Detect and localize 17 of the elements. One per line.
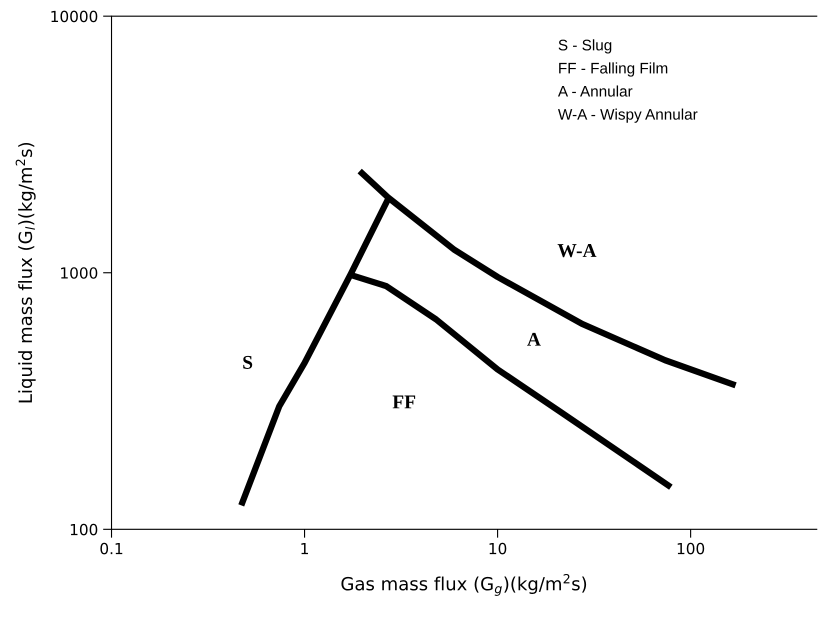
- x-tick-label: 0.1: [100, 542, 122, 554]
- annotation: FF - Falling Film: [559, 62, 668, 77]
- annotation: A - Annular: [558, 85, 632, 97]
- y-tick-label: 100: [70, 524, 98, 536]
- x-tick-label: 10: [490, 542, 506, 554]
- annotation: W-A: [558, 244, 596, 258]
- x-axis-title: Gas mass flux (G$_{g}$)(kg/m$^{2}$s): [341, 574, 586, 596]
- annotation: FF: [392, 396, 416, 408]
- x-tick-label: 1: [301, 542, 308, 554]
- annotation: S: [243, 356, 252, 369]
- y-tick-label: 1000: [61, 267, 98, 279]
- annotation: A: [527, 332, 541, 346]
- annotation: W-A - Wispy Annular: [558, 108, 698, 123]
- x-tick-label: 100: [678, 542, 704, 554]
- y-axis-title: Liquid mass flux (G$_{l}$)(kg/m$^{2}$s): [16, 142, 36, 402]
- annotation: S - Slug: [558, 39, 612, 54]
- y-tick-label: 10000: [51, 10, 98, 22]
